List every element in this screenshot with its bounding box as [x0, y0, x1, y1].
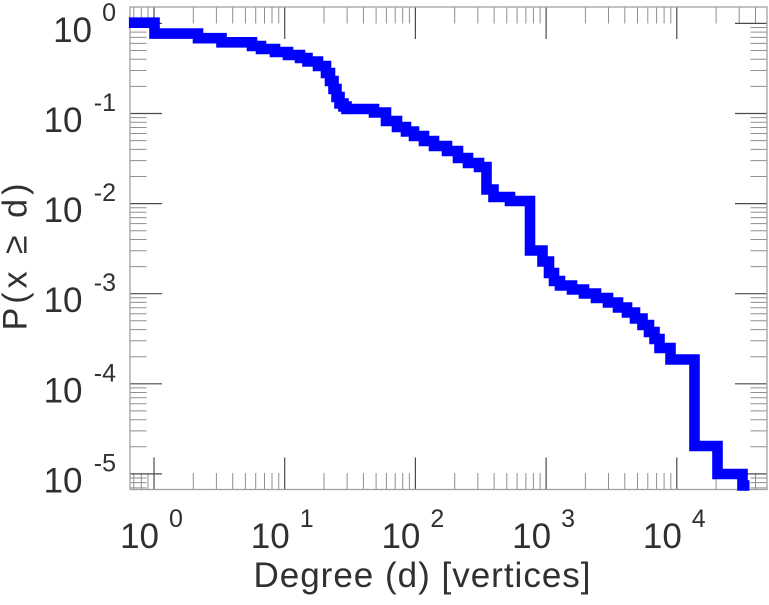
svg-text:-3: -3 [94, 269, 116, 297]
svg-text:10: 10 [44, 101, 83, 140]
svg-text:10: 10 [512, 517, 551, 556]
svg-text:-1: -1 [94, 89, 116, 117]
svg-text:10: 10 [44, 191, 83, 230]
svg-text:10: 10 [44, 371, 83, 410]
svg-text:10: 10 [53, 11, 92, 50]
svg-text:-4: -4 [94, 359, 116, 387]
svg-text:0: 0 [102, 0, 116, 27]
svg-text:2: 2 [430, 505, 444, 533]
svg-text:-5: -5 [94, 449, 116, 477]
svg-text:10: 10 [643, 517, 682, 556]
svg-text:10: 10 [251, 517, 290, 556]
svg-text:10: 10 [381, 517, 420, 556]
svg-text:10: 10 [120, 517, 159, 556]
svg-text:10: 10 [44, 461, 83, 500]
svg-text:4: 4 [692, 505, 706, 533]
svg-text:10: 10 [44, 281, 83, 320]
svg-text:1: 1 [300, 505, 314, 533]
svg-text:P(x ≥ d): P(x ≥ d) [0, 180, 35, 331]
svg-text:Degree (d) [vertices]: Degree (d) [vertices] [253, 556, 591, 595]
svg-text:-2: -2 [94, 179, 116, 207]
svg-text:3: 3 [561, 505, 575, 533]
svg-text:0: 0 [169, 505, 183, 533]
